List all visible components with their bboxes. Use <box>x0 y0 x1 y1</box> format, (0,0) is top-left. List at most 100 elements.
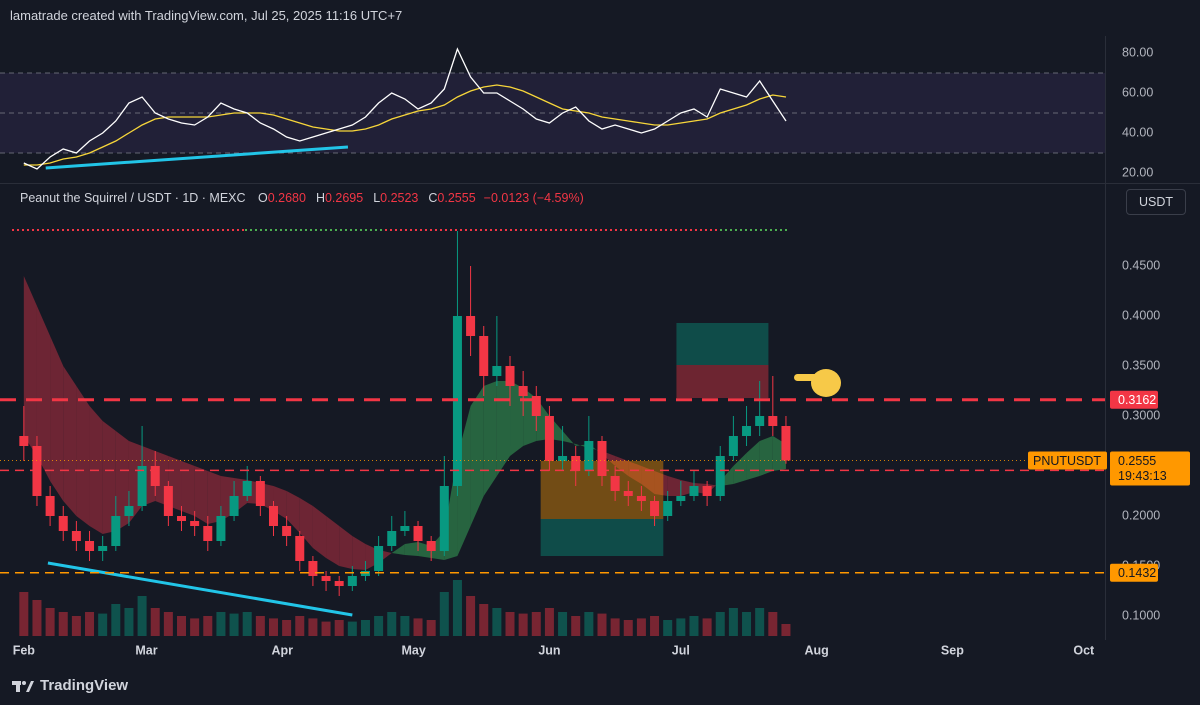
volume-bar <box>150 608 160 636</box>
currency-button[interactable]: USDT <box>1126 189 1186 215</box>
volume-bar <box>32 600 42 636</box>
candle-body <box>400 526 410 531</box>
price-label: 0.1432 <box>1118 566 1156 580</box>
volume-bar <box>85 612 95 636</box>
x-tick-label: Apr <box>271 643 293 657</box>
ma-cloud <box>286 491 300 533</box>
volume-bar <box>124 608 134 636</box>
volume-bar <box>781 624 791 636</box>
candle-body <box>387 531 397 546</box>
volume-bar <box>347 621 357 636</box>
volume-bar <box>623 620 633 636</box>
candle-body <box>715 456 725 496</box>
candle-body <box>124 506 134 516</box>
volume-bar <box>400 616 410 636</box>
x-tick-label: Sep <box>941 643 964 657</box>
symbol-label-box <box>1028 451 1107 470</box>
volume-bar <box>768 612 778 636</box>
candle-body <box>479 336 489 376</box>
trendline <box>45 145 349 170</box>
volume-bar <box>334 620 344 636</box>
volume-bar <box>715 612 725 636</box>
ma-cloud <box>50 336 64 501</box>
candle-body <box>374 546 384 571</box>
volume-bar <box>111 604 121 636</box>
legend-value: 0.2680 <box>267 191 306 205</box>
ma-cloud <box>23 276 37 456</box>
candle-body <box>623 491 633 496</box>
volume-bar <box>597 613 607 636</box>
header: lamatrade created with TradingView.com, … <box>10 8 403 23</box>
candle-body <box>413 526 423 541</box>
x-tick-label: Aug <box>804 643 828 657</box>
candle-body <box>518 386 528 396</box>
ma-cloud <box>312 506 327 558</box>
candle-body <box>597 441 607 476</box>
watermark: TradingView <box>12 677 128 694</box>
ma-cloud <box>352 536 366 570</box>
volume-bar <box>268 618 278 636</box>
candle-body <box>58 516 68 531</box>
candle-body <box>728 436 738 456</box>
candle-body <box>190 521 200 526</box>
volume-bar <box>584 612 594 636</box>
logo <box>12 680 34 692</box>
legend: Peanut the Squirrel / USDT · 1D · MEXC O… <box>20 191 592 205</box>
price-label-box <box>1110 390 1158 409</box>
volume-bar <box>755 608 765 636</box>
candle-body <box>466 316 476 336</box>
price-label: 0.3162 <box>1118 393 1156 407</box>
volume-bar <box>650 616 660 636</box>
candle-body <box>268 506 278 526</box>
candle-body <box>676 496 686 501</box>
x-tick-label: Jul <box>672 643 690 657</box>
volume-bar <box>728 608 738 636</box>
rsi-ma <box>23 84 787 166</box>
volume-bar <box>466 596 476 636</box>
ma-cloud <box>404 542 419 556</box>
candle-body <box>781 426 791 461</box>
symbol-title: Peanut the Squirrel / USDT · 1D · MEXC <box>20 191 246 205</box>
candle-body <box>663 501 673 516</box>
rsi-tick-label: 60.00 <box>1122 85 1153 99</box>
candle-body <box>203 526 213 541</box>
candle-body <box>584 441 594 471</box>
candle-body <box>111 516 121 546</box>
volume-bar <box>544 608 554 636</box>
candle-body <box>150 466 160 486</box>
ma-cloud <box>102 421 116 534</box>
candle-body <box>531 396 541 416</box>
volume-bar <box>137 596 147 636</box>
y-tick-label: 0.3000 <box>1122 408 1160 422</box>
volume-bar <box>439 592 449 636</box>
ma-cloud <box>470 386 484 526</box>
y-tick-label: 0.4000 <box>1122 308 1160 322</box>
rsi-tick-label: 80.00 <box>1122 45 1153 59</box>
legend-key: L <box>373 191 381 205</box>
volume-bar <box>571 616 581 636</box>
ma-cloud <box>759 436 773 476</box>
candle-body <box>177 516 187 521</box>
volume-bar <box>242 612 252 636</box>
candle-body <box>242 481 252 496</box>
legend-value: 0.2523 <box>380 191 419 205</box>
candle-body <box>334 581 344 586</box>
ma-cloud <box>63 366 77 516</box>
volume-bar <box>702 618 712 636</box>
candle-body <box>45 496 55 516</box>
candle-body <box>636 496 646 501</box>
volume-bar <box>255 616 265 636</box>
candle-body <box>492 366 502 376</box>
volume-bar <box>45 608 55 636</box>
ma-cloud <box>483 381 497 496</box>
legend-value: 0.2695 <box>324 191 364 205</box>
candle-body <box>98 546 108 551</box>
ma-cloud <box>510 381 524 456</box>
volume-bar <box>413 618 423 636</box>
volume-bar <box>19 592 29 636</box>
candle-body <box>229 496 239 516</box>
last-price-box <box>1110 451 1190 486</box>
last-price-label: 0.2555 <box>1118 454 1156 468</box>
ma-cloud <box>654 471 668 496</box>
